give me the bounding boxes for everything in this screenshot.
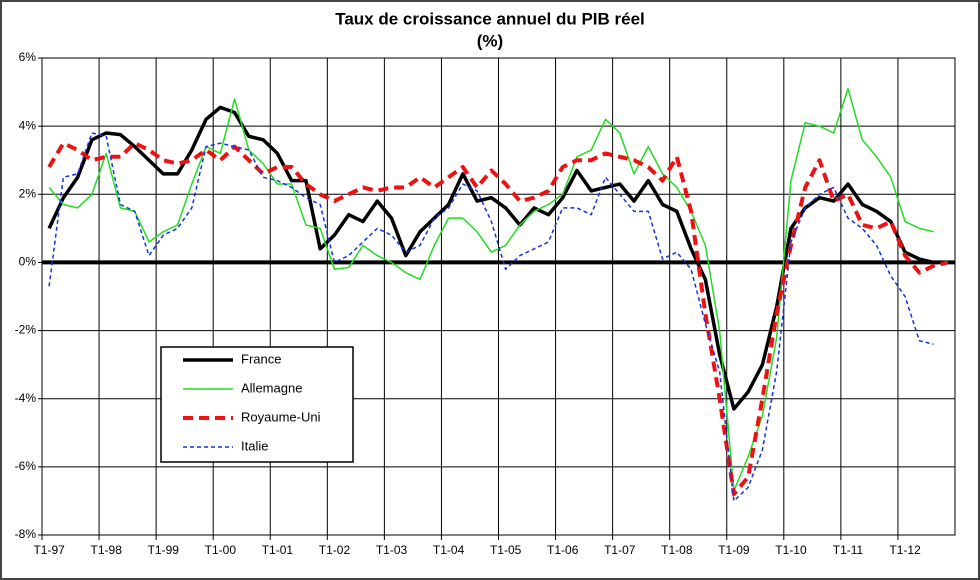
- x-tick-label: T1-10: [775, 543, 807, 557]
- x-tick-label: T1-05: [490, 543, 522, 557]
- x-tick-label: T1-04: [433, 543, 465, 557]
- x-tick-label: T1-02: [319, 543, 351, 557]
- legend-label: Royaume-Uni: [241, 409, 321, 424]
- x-tick-label: T1-98: [91, 543, 123, 557]
- y-tick-label: 4%: [19, 118, 37, 132]
- x-tick-label: T1-99: [148, 543, 180, 557]
- x-tick-label: T1-07: [604, 543, 636, 557]
- y-tick-label: -8%: [15, 527, 37, 541]
- x-tick-label: T1-08: [661, 543, 693, 557]
- legend-box: [160, 346, 354, 463]
- x-tick-label: T1-11: [833, 543, 864, 557]
- x-tick-label: T1-00: [205, 543, 237, 557]
- series-line: [48, 132, 934, 502]
- legend-label: Italie: [241, 438, 268, 453]
- x-tick-label: T1-09: [718, 543, 750, 557]
- chart-subtitle: (%): [477, 31, 503, 50]
- chart-title: Taux de croissance annuel du PIB réel: [335, 9, 645, 28]
- y-tick-label: -6%: [15, 459, 37, 473]
- x-tick-label: T1-06: [547, 543, 579, 557]
- series-line: [47, 141, 949, 497]
- y-tick-label: 0%: [19, 255, 37, 269]
- plot-border: [41, 57, 956, 536]
- legend-label: France: [241, 351, 281, 366]
- legend-label: Allemagne: [241, 380, 302, 395]
- series-line: [48, 87, 934, 492]
- y-tick-label: 6%: [19, 50, 37, 64]
- y-tick-label: -4%: [15, 391, 37, 405]
- x-tick-label: T1-97: [33, 543, 65, 557]
- y-tick-label: 2%: [19, 186, 37, 200]
- y-tick-label: -2%: [15, 323, 37, 337]
- x-tick-label: T1-12: [889, 543, 921, 557]
- x-tick-label: T1-01: [262, 543, 294, 557]
- x-tick-label: T1-03: [376, 543, 408, 557]
